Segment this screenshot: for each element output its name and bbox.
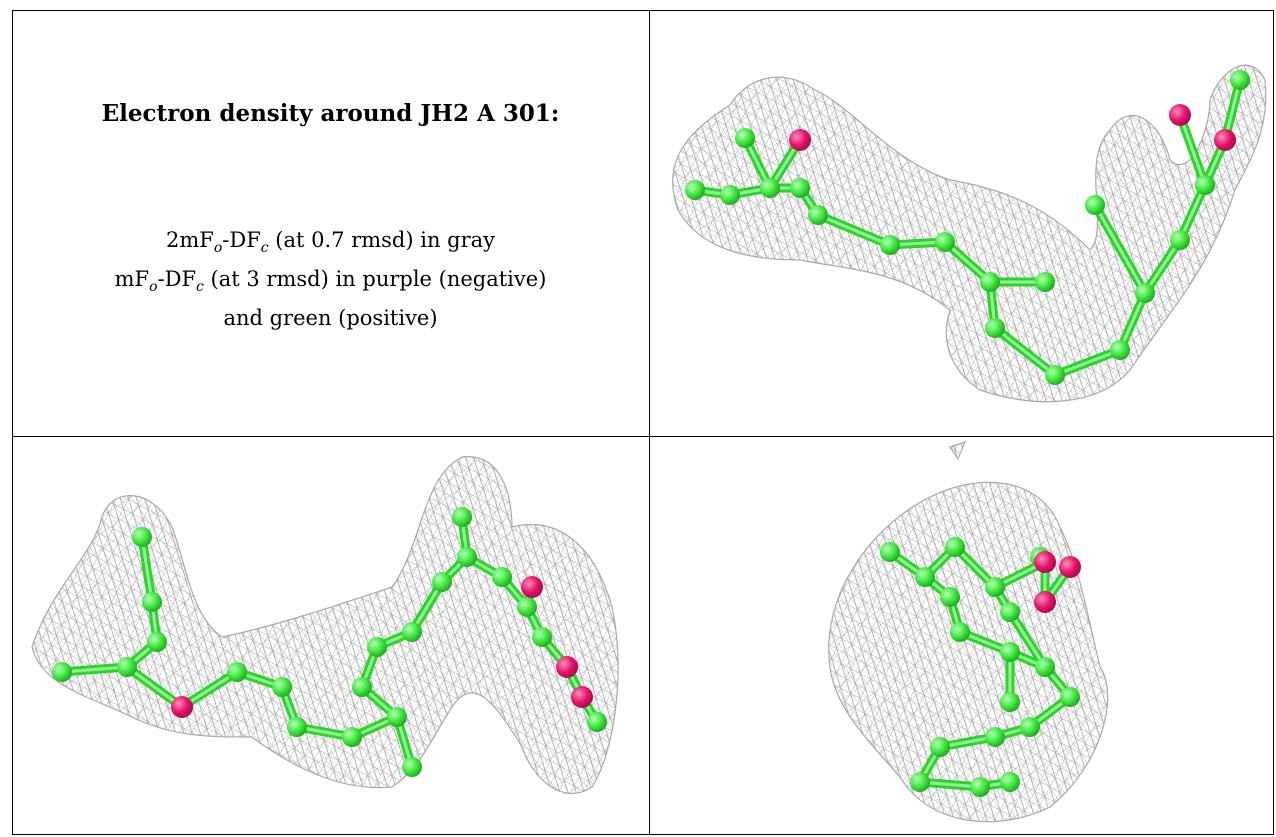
ligand-ball-and-stick-icon <box>880 537 1081 797</box>
density-view-3 <box>650 437 1273 835</box>
ligand-ball-and-stick-icon <box>685 70 1250 385</box>
figure-grid: Electron density around JH2 A 301: 2mFo-… <box>12 10 1274 835</box>
grid-line-right <box>1273 10 1274 835</box>
grid-line-left <box>12 10 13 835</box>
electron-density-mesh-icon <box>672 64 1267 403</box>
description-line-2: mFo-DFc (at 3 rmsd) in purple (negative) <box>114 267 547 296</box>
ligand-ball-and-stick-icon <box>52 507 607 777</box>
electron-density-mesh-icon <box>31 456 619 794</box>
description-line-3: and green (positive) <box>223 306 438 331</box>
description-line-1: 2mFo-DFc (at 0.7 rmsd) in gray <box>165 228 496 257</box>
grid-line-bottom <box>12 834 1274 835</box>
grid-line-middle <box>12 436 1274 437</box>
figure-description: 2mFo-DFc (at 0.7 rmsd) in gray mFo-DFc (… <box>12 225 649 334</box>
density-view-2-render <box>31 456 619 794</box>
grid-line-center <box>649 10 650 835</box>
caption-cell: Electron density around JH2 A 301: 2mFo-… <box>12 10 649 436</box>
figure-title: Electron density around JH2 A 301: <box>101 100 560 127</box>
density-view-3-render <box>828 441 1109 823</box>
density-view-1 <box>650 10 1273 436</box>
grid-line-top <box>12 10 1274 11</box>
density-view-1-render <box>672 64 1267 403</box>
density-view-2 <box>12 437 649 835</box>
